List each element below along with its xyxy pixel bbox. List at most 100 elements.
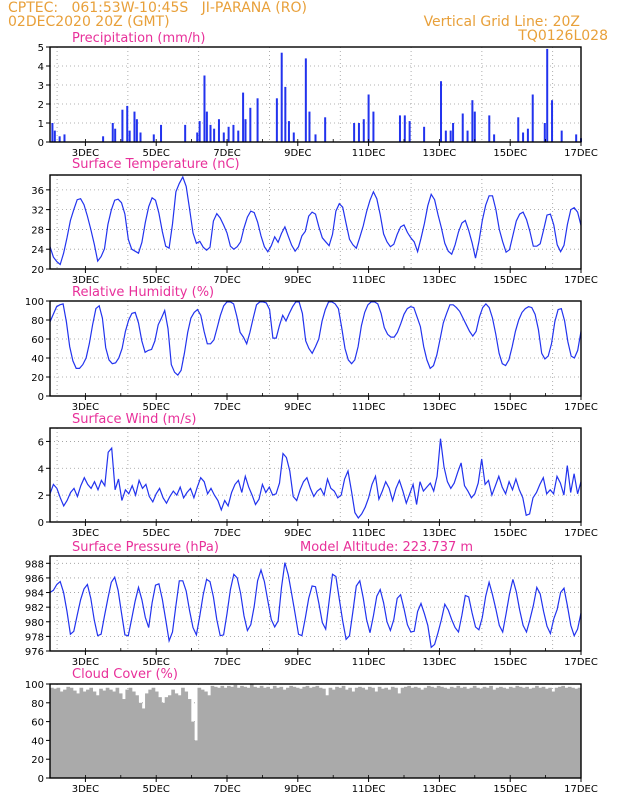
cloud-cover-bar [217,687,221,778]
cloud-cover-bar [286,687,290,778]
precip-bar [398,115,401,142]
cloud-cover-bar [518,686,523,778]
cloud-cover-bar [190,721,195,778]
cloud-cover-bar [151,687,156,778]
precip-ytick-label: 2 [38,100,44,111]
cloud-xtick-label: 9DEC [284,784,311,795]
cloud-cover-bar [335,686,339,778]
press-series-line [49,562,582,649]
precip-bar [280,52,283,143]
cloud-cover-bar [338,687,343,778]
cloud-cover-bar [544,688,549,778]
header-code: TQ0126L028 [518,28,608,44]
temp-ytick-label: 32 [31,206,44,217]
cloud-cover-bar [531,687,536,778]
cloud-xtick-label: 5DEC [143,784,170,795]
precip-bar [357,123,360,142]
temp-xtick-label: 7DEC [213,275,240,286]
cloud-cover-bar [387,689,392,778]
precip-bar [232,124,235,142]
cloud-cover-bar [515,685,520,778]
cloud-cover-bar [279,686,284,778]
precip-bar [546,48,549,142]
precip-bar [51,123,54,142]
cloud-cover-bar [397,693,402,778]
rh-xtick-label: 3DEC [72,402,99,413]
precip-bar [160,124,163,142]
rh-xtick-label: 13DEC [423,402,457,413]
precip-bar [249,107,252,142]
cloud-cover-bar [433,687,438,778]
cloud-cover-bar [112,691,116,778]
cloud-cover-bar [210,685,215,778]
wind-ytick-label: 6 [38,437,44,448]
cloud-cover-bar [371,687,375,778]
precip-bar [284,86,287,142]
cloud-cover-bar [430,686,434,778]
cloud-cover-bar [207,695,212,778]
precip-bar [353,123,356,142]
cloud-cover-bar [161,702,166,778]
cloud-cover-bar [269,688,274,778]
cloud-panel: Cloud Cover (%) 0 20 40 60 80 100 3DEC 5DEC 7DEC 9… [25,667,598,795]
cloud-cover-bar [86,689,90,778]
cloud-cover-bar [390,686,395,778]
cloud-xtick-label: 11DEC [352,784,386,795]
precip-ytick-label: 1 [38,119,44,130]
cloud-cover-bar [59,691,64,778]
wind-series-line [49,438,582,520]
cloud-cover-bar [394,687,398,778]
precip-bar [444,130,447,142]
cloud-cover-bar [236,687,241,778]
precip-bar [362,119,365,142]
cloud-cover-bar [105,687,110,778]
cloud-cover-bar [377,686,382,778]
cloud-cover-bar [420,689,425,778]
precip-bar [126,105,129,142]
precip-bar [63,134,66,142]
rh-ytick-label: 60 [31,335,44,346]
precip-bar [471,100,474,142]
cloud-ytick-label: 40 [31,736,44,747]
press-note: Model Altitude: 223.737 m [300,540,473,555]
cloud-cover-bar [466,688,470,778]
precip-bar [488,115,491,142]
press-ytick-label: 988 [25,559,44,570]
precip-bar [543,123,546,142]
cloud-cover-bar [410,687,415,778]
precip-ytick-label: 5 [38,43,44,54]
cloud-cover-bar [400,687,405,778]
cloud-cover-bar [53,688,57,778]
cloud-cover-bar [213,686,218,778]
cloud-cover-bar [476,687,480,778]
cloud-xtick-label: 3DEC [72,784,99,795]
cloud-cover-bar [341,685,346,778]
precip-bar [198,121,201,142]
press-frame [49,555,582,652]
temp-title: Surface Temperature (nC) [72,157,240,172]
precip-bar [287,121,290,142]
press-xtick-label: 11DEC [352,657,386,668]
precip-bar [575,134,578,142]
cloud-cover-bar [318,687,323,778]
header-date-line: 02DEC2020 20Z (GMT) [8,14,170,30]
precip-bar [275,98,278,142]
precip-bar [209,124,212,142]
cloud-cover-bar [505,688,510,778]
precip-bar [58,136,61,142]
cloud-cover-bar [361,687,366,778]
cloud-cover-bar [440,686,444,778]
precip-bar [408,121,411,142]
cloud-cover-bar [426,685,431,778]
press-xtick-label: 5DEC [143,657,170,668]
cloud-cover-bar [220,685,225,778]
cloud-cover-bar [164,697,169,778]
cloud-cover-bar [459,687,464,778]
precip-xtick-label: 5DEC [143,148,170,159]
cloud-cover-bar [495,687,500,778]
cloud-cover-bar [184,691,189,778]
cloud-cover-bar [328,687,333,778]
cloud-cover-bar [56,687,61,778]
rh-series-line [49,301,582,376]
